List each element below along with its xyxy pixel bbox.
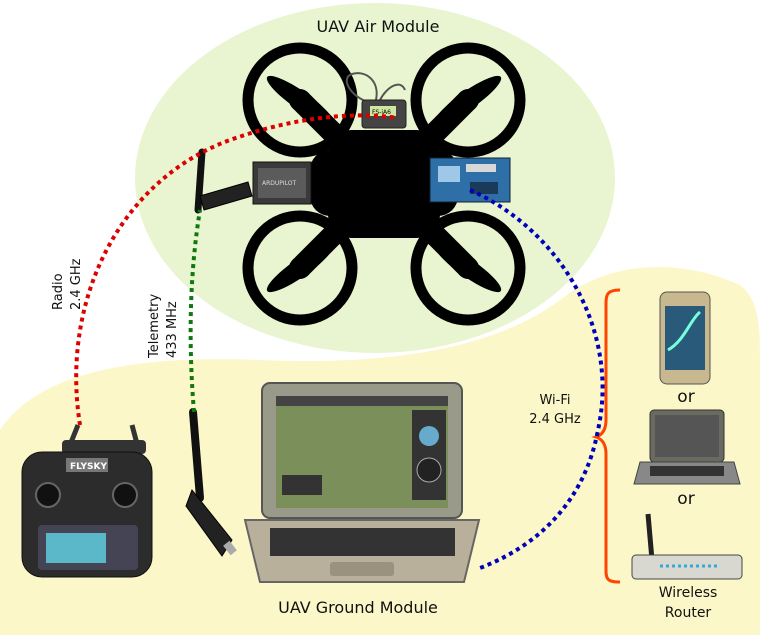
- or-label-1: or: [677, 387, 694, 407]
- flight-controller-icon: ARDUPILOT: [252, 161, 312, 205]
- radio-label: Radio 2.4 GHz: [51, 258, 84, 310]
- router-label-line1: Wireless: [659, 585, 718, 601]
- wireless-router-icon: [631, 513, 743, 580]
- telemetry-link: [188, 209, 202, 413]
- air-module-title: UAV Air Module: [317, 17, 440, 36]
- or-label-2: or: [677, 489, 694, 509]
- radio-label-line2: 2.4 GHz: [69, 258, 84, 310]
- rc-transmitter-icon: FLYSKY: [21, 424, 153, 578]
- transmitter-brand: FLYSKY: [70, 462, 107, 472]
- drone-icon: [242, 42, 526, 326]
- telemetry-antenna-icon: [194, 148, 253, 214]
- receiver-label: FS-iA6: [372, 109, 391, 116]
- wifi-link: [469, 188, 605, 570]
- smartphone-icon: [659, 291, 711, 385]
- wifi-label-line2: 2.4 GHz: [529, 412, 581, 427]
- radio-link: [74, 113, 399, 426]
- alternatives-brace: [591, 288, 621, 584]
- ground-module-title: UAV Ground Module: [278, 598, 438, 617]
- telemetry-label: Telemetry 433 MHz: [147, 294, 180, 359]
- laptop-alt-icon: [633, 409, 741, 485]
- wifi-label-line1: Wi-Fi: [539, 393, 570, 408]
- compute-board-icon: [429, 157, 511, 203]
- router-label-line2: Router: [665, 605, 712, 621]
- rc-receiver-icon: FS-iA6: [345, 72, 407, 129]
- laptop-icon: [243, 382, 481, 583]
- usb-telemetry-dongle-icon: [185, 408, 237, 557]
- telemetry-label-line2: 433 MHz: [165, 301, 180, 358]
- radio-label-line1: Radio: [51, 273, 66, 310]
- flight-controller-label: ARDUPILOT: [262, 180, 297, 187]
- telemetry-label-line1: Telemetry: [147, 294, 162, 359]
